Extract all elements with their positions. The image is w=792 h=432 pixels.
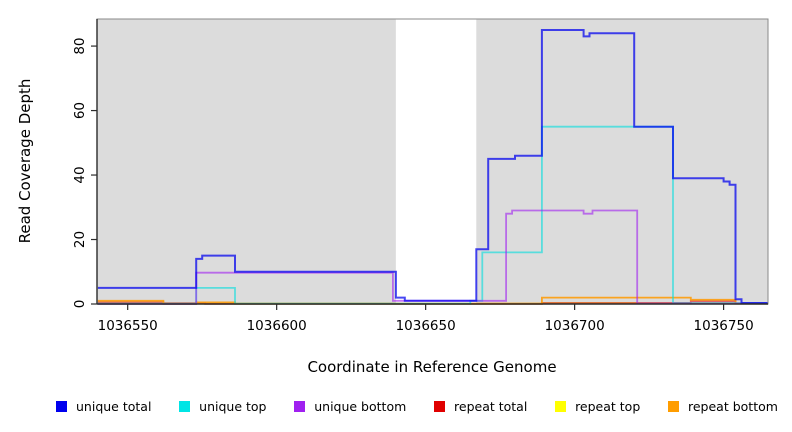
legend-item-repeat-total: repeat total [434,399,527,414]
legend-item-unique-total: unique total [56,399,151,414]
x-tick-label: 1036700 [545,318,605,334]
x-tick-label: 1036650 [396,318,456,334]
y-tick-label: 60 [72,102,88,119]
masked-region [395,19,477,304]
legend-swatch-repeat-total [434,401,446,412]
legend: unique total unique top unique bottom re… [0,399,792,414]
legend-item-repeat-bottom: repeat bottom [668,399,778,414]
series-line-unique-total [97,29,768,304]
x-tick-label: 1036550 [98,318,158,334]
legend-swatch-unique-top [179,401,191,412]
legend-swatch-unique-bottom [294,401,306,412]
legend-swatch-repeat-top [555,401,567,412]
legend-label: repeat top [575,399,641,414]
x-tick-label: 1036750 [694,318,754,334]
legend-label: unique total [76,399,152,414]
x-axis-title: Coordinate in Reference Genome [307,358,556,376]
legend-item-unique-top: unique top [179,399,266,414]
legend-label: repeat bottom [688,399,778,414]
y-tick-label: 80 [72,37,88,54]
legend-label: repeat total [454,399,528,414]
y-axis-title: Read Coverage Depth [16,79,34,244]
y-tick-label: 40 [72,166,88,183]
y-tick-label: 20 [72,231,88,248]
legend-swatch-repeat-bottom [668,401,679,412]
legend-swatch-unique-total [56,401,67,412]
legend-label: unique top [199,399,267,414]
legend-label: unique bottom [314,399,407,414]
x-tick-label: 1036600 [247,318,307,334]
legend-item-unique-bottom: unique bottom [294,399,406,414]
y-tick-label: 0 [72,300,88,309]
legend-item-repeat-top: repeat top [555,399,640,414]
